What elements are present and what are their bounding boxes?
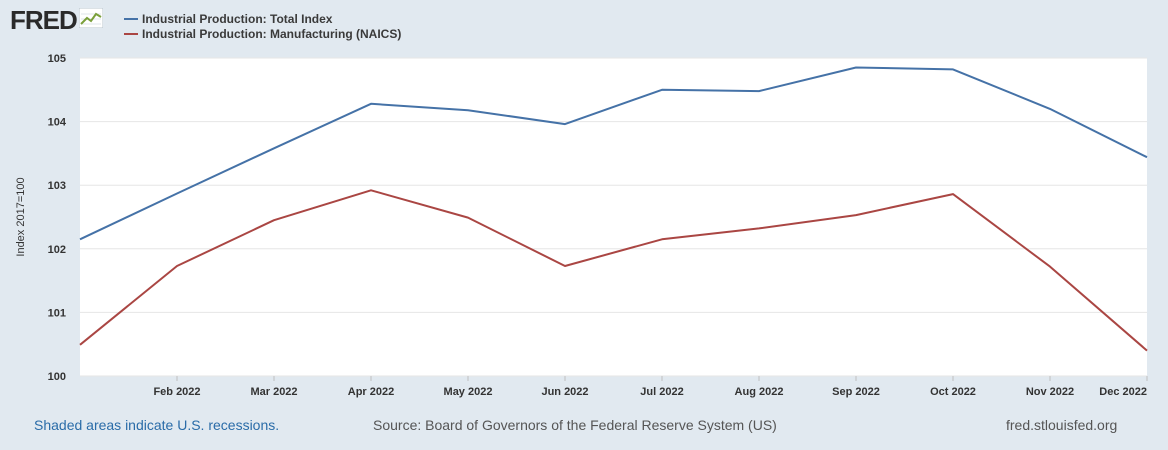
x-tick-label: Feb 2022 (153, 386, 200, 398)
y-tick-label: 102 (48, 244, 66, 256)
x-tick-label: Apr 2022 (348, 386, 394, 398)
x-axis: Feb 2022 Mar 2022 Apr 2022 May 2022 Jun 2022… (153, 376, 1148, 398)
series-line-manufacturing[interactable] (79, 189, 1148, 352)
logo-text: FRED (10, 5, 78, 35)
series-line-total-index[interactable] (79, 66, 1148, 241)
legend-item-total[interactable]: Industrial Production: Total Index (124, 12, 401, 26)
y-axis-label: Index 2017=100 (15, 177, 27, 256)
x-tick-label: Jul 2022 (640, 386, 683, 398)
y-tick-label: 104 (48, 117, 67, 129)
plot-area (80, 58, 1147, 376)
x-tick-label: Jun 2022 (541, 386, 588, 398)
y-axis: 100 101 102 103 104 105 (48, 53, 67, 383)
y-tick-label: 105 (48, 53, 66, 65)
y-tick-label: 101 (48, 307, 66, 319)
x-tick-label: Aug 2022 (735, 386, 784, 398)
x-tick-label: Mar 2022 (250, 386, 297, 398)
x-tick-label: Nov 2022 (1026, 386, 1074, 398)
y-tick-label: 100 (48, 371, 66, 383)
legend-label-total: Industrial Production: Total Index (142, 12, 333, 26)
y-tick-label: 103 (48, 180, 66, 192)
legend-item-manufacturing[interactable]: Industrial Production: Manufacturing (NA… (124, 27, 401, 41)
legend-swatch-total (124, 18, 138, 20)
chart-legend: Industrial Production: Total Index Indus… (124, 12, 401, 42)
legend-swatch-manufacturing (124, 33, 138, 35)
legend-label-manufacturing: Industrial Production: Manufacturing (NA… (142, 27, 402, 41)
site-link[interactable]: fred.stlouisfed.org (1006, 417, 1118, 433)
header: FRED Industrial Production: Total Index … (0, 0, 1168, 50)
x-tick-label: May 2022 (444, 386, 493, 398)
x-tick-label: Dec 2022 (1099, 386, 1147, 398)
x-tick-label: Oct 2022 (930, 386, 976, 398)
recessions-note: Shaded areas indicate U.S. recessions. (34, 417, 280, 433)
grid (80, 57, 1147, 377)
x-tick-label: Sep 2022 (832, 386, 880, 398)
source-note: Source: Board of Governors of the Federa… (373, 417, 777, 433)
chart: 100 101 102 103 104 105 Feb 2022 Mar 2022 Apr 2… (15, 53, 1148, 398)
series-group (79, 66, 1148, 352)
